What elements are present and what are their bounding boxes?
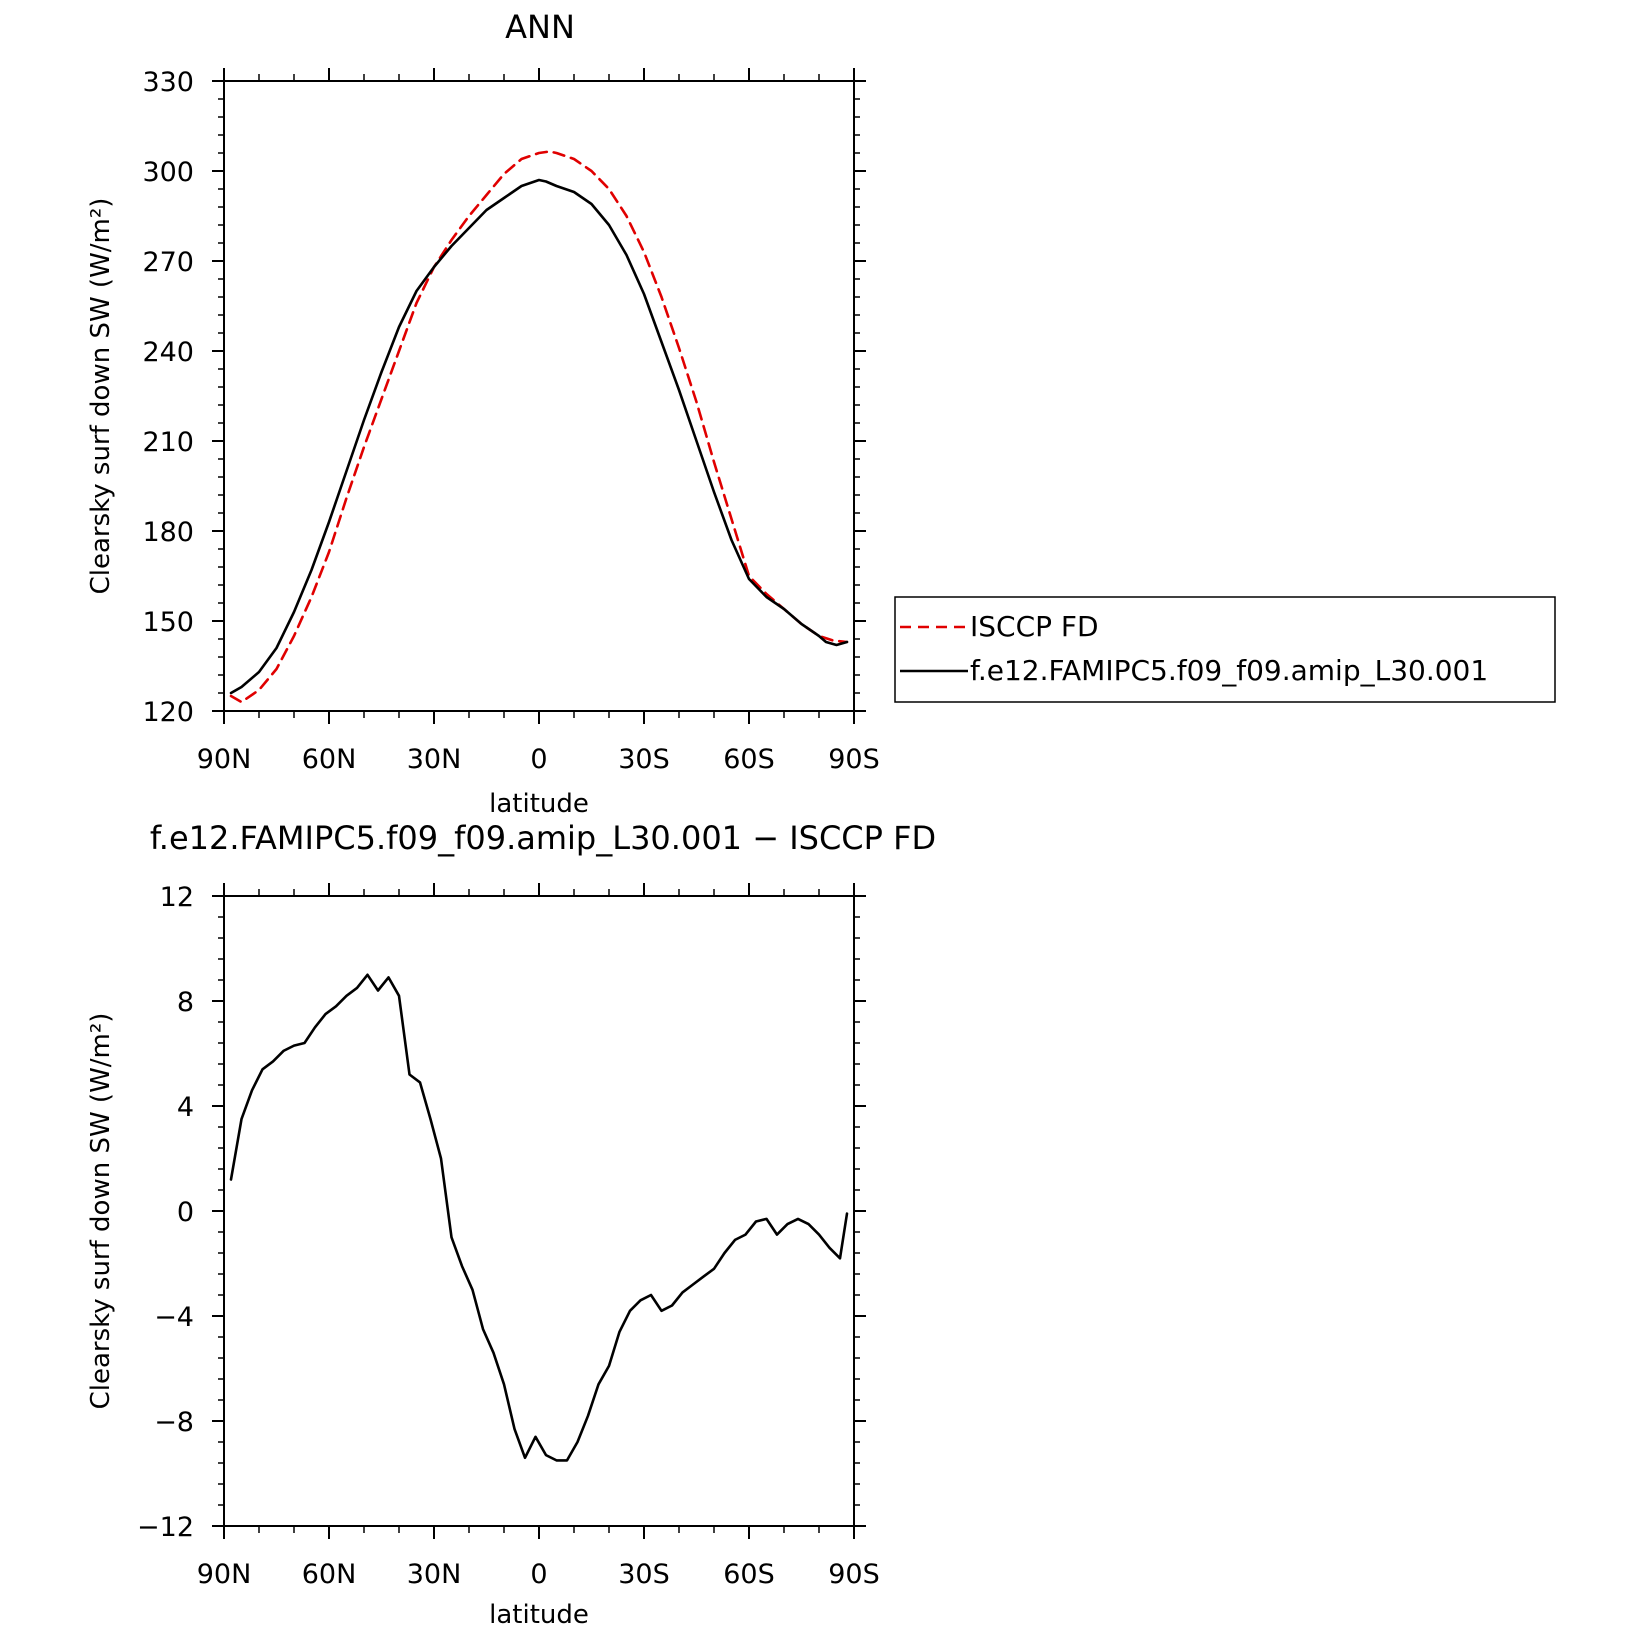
y-tick-label: 4 — [177, 1092, 194, 1123]
top-x-axis-title: latitude — [489, 789, 589, 819]
legend-box — [894, 596, 1556, 703]
y-tick-label: 300 — [142, 157, 194, 188]
x-tick-label: 60S — [723, 1559, 775, 1590]
bottom-y-tick-labels: −12 −8 −4 0 4 8 12 — [137, 882, 194, 1543]
x-tick-label: 90S — [828, 744, 880, 775]
bottom-panel-title: f.e12.FAMIPC5.f09_f09.amip_L30.001 − ISC… — [150, 819, 936, 857]
x-tick-label: 90N — [197, 1559, 252, 1590]
bottom-axis-ticks — [212, 883, 866, 1539]
x-tick-label: 0 — [530, 1559, 547, 1590]
top-axis-ticks — [212, 68, 866, 724]
top-plot-frame — [223, 80, 855, 712]
top-series-lines — [229, 150, 849, 704]
legend-label-isccp: ISCCP FD — [970, 610, 1099, 643]
y-tick-label: −8 — [154, 1407, 194, 1438]
x-tick-label: 60N — [302, 1559, 357, 1590]
top-y-tick-labels: 120 150 180 210 240 270 300 330 — [142, 67, 194, 728]
bottom-plot-frame — [223, 895, 855, 1527]
bottom-x-axis-title: latitude — [489, 1600, 589, 1630]
series-line-f-e12-famipc5-f09-f09-amip-l30-001 — [229, 178, 849, 695]
legend-label-model: f.e12.FAMIPC5.f09_f09.amip_L30.001 — [970, 654, 1488, 687]
x-tick-label: 30S — [618, 1559, 670, 1590]
series-line-difference — [229, 973, 849, 1462]
top-panel-title: ANN — [505, 8, 575, 46]
legend: ISCCP FD f.e12.FAMIPC5.f09_f09.amip_L30.… — [894, 596, 1556, 703]
top-panel: ANN 120 150 180 210 240 270 300 330 90N 60N 30N 0 3… — [86, 8, 880, 819]
y-tick-label: 120 — [142, 697, 194, 728]
y-tick-label: −4 — [154, 1302, 194, 1333]
y-tick-label: 180 — [142, 517, 194, 548]
x-tick-label: 60S — [723, 744, 775, 775]
x-tick-label: 60N — [302, 744, 357, 775]
bottom-series-lines — [229, 973, 849, 1462]
bottom-panel: f.e12.FAMIPC5.f09_f09.amip_L30.001 − ISC… — [86, 819, 936, 1630]
bottom-y-axis-title: Clearsky surf down SW (W/m²) — [86, 1013, 116, 1410]
x-tick-label: 0 — [530, 744, 547, 775]
x-tick-label: 30N — [407, 744, 462, 775]
y-tick-label: 0 — [177, 1197, 194, 1228]
y-tick-label: 12 — [160, 882, 194, 913]
y-tick-label: 8 — [177, 987, 194, 1018]
y-tick-label: −12 — [137, 1512, 194, 1543]
x-tick-label: 30S — [618, 744, 670, 775]
x-tick-label: 30N — [407, 1559, 462, 1590]
y-tick-label: 270 — [142, 247, 194, 278]
x-tick-label: 90S — [828, 1559, 880, 1590]
series-line-isccp-fd — [229, 150, 849, 704]
y-tick-label: 210 — [142, 427, 194, 458]
y-tick-label: 330 — [142, 67, 194, 98]
top-y-axis-title: Clearsky surf down SW (W/m²) — [86, 198, 116, 595]
x-tick-label: 90N — [197, 744, 252, 775]
y-tick-label: 240 — [142, 337, 194, 368]
top-x-tick-labels: 90N 60N 30N 0 30S 60S 90S — [197, 744, 880, 775]
y-tick-label: 150 — [142, 607, 194, 638]
bottom-x-tick-labels: 90N 60N 30N 0 30S 60S 90S — [197, 1559, 880, 1590]
